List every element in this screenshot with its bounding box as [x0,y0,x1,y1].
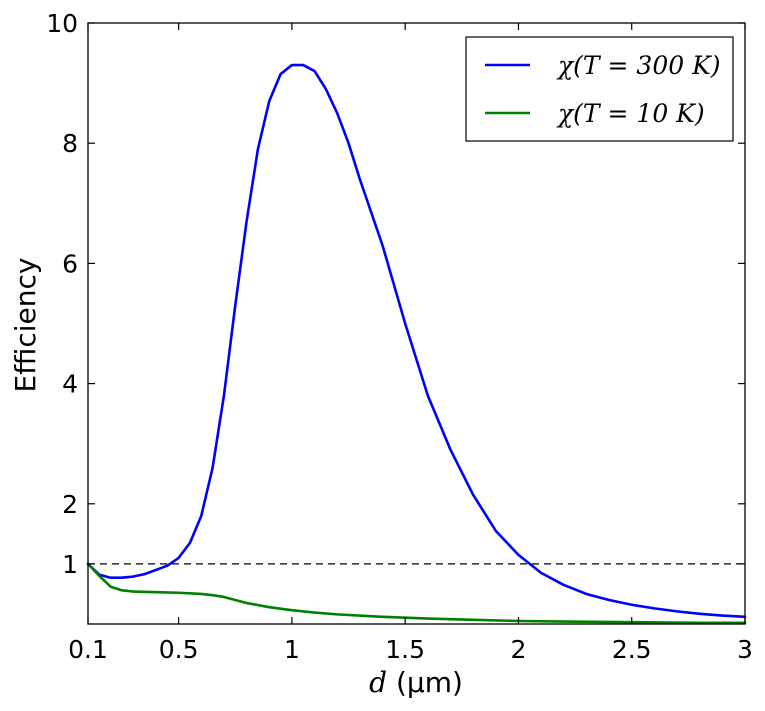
x-axis-label-variable: d [369,666,387,699]
x-axis-label: d (μm) [369,666,463,699]
y-tick-label: 1 [62,550,78,579]
x-tick-label: 1 [284,635,300,664]
y-axis-label: Efficiency [9,258,42,393]
legend-label-10k: χ(T = 10 K) [556,99,705,128]
x-tick-label: 1.5 [385,635,425,664]
series-line-1 [86,562,747,625]
plot-layer [86,63,747,625]
legend-box [465,36,734,142]
ticks-layer: 0.1 0.5 1 1.5 2 2.5 3 1 2 4 6 8 10 [46,9,753,664]
x-tick-label: 3 [737,635,753,664]
x-axis-label-unit: (μm) [396,666,463,699]
legend-label-300k: χ(T = 300 K) [556,51,721,80]
x-tick-label: 2.5 [612,635,652,664]
plot-frame [87,22,746,625]
x-tick-label: 2 [510,635,526,664]
y-tick-label: 2 [62,490,78,519]
legend: χ(T = 300 K) χ(T = 10 K) [465,36,734,142]
x-tick-label: 0.1 [68,635,108,664]
y-tick-label: 4 [62,370,78,399]
y-tick-label: 6 [62,249,78,278]
series-line-0 [86,63,747,619]
y-tick-label: 8 [62,129,78,158]
y-tick-label: 10 [46,9,78,38]
x-tick-label: 0.5 [159,635,199,664]
